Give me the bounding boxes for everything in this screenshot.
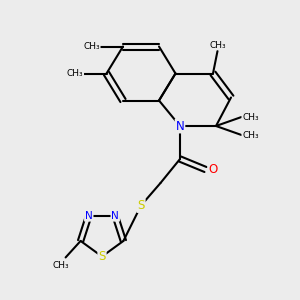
Text: S: S bbox=[98, 250, 106, 263]
Text: CH₃: CH₃ bbox=[67, 69, 83, 78]
Text: N: N bbox=[176, 119, 184, 133]
Text: N: N bbox=[111, 211, 119, 221]
Text: N: N bbox=[85, 211, 93, 221]
Text: CH₃: CH₃ bbox=[83, 42, 100, 51]
Text: O: O bbox=[208, 163, 217, 176]
Text: CH₃: CH₃ bbox=[209, 40, 226, 50]
Text: CH₃: CH₃ bbox=[53, 261, 69, 270]
Text: CH₃: CH₃ bbox=[242, 112, 259, 122]
Text: CH₃: CH₃ bbox=[242, 130, 259, 140]
Text: S: S bbox=[137, 199, 145, 212]
